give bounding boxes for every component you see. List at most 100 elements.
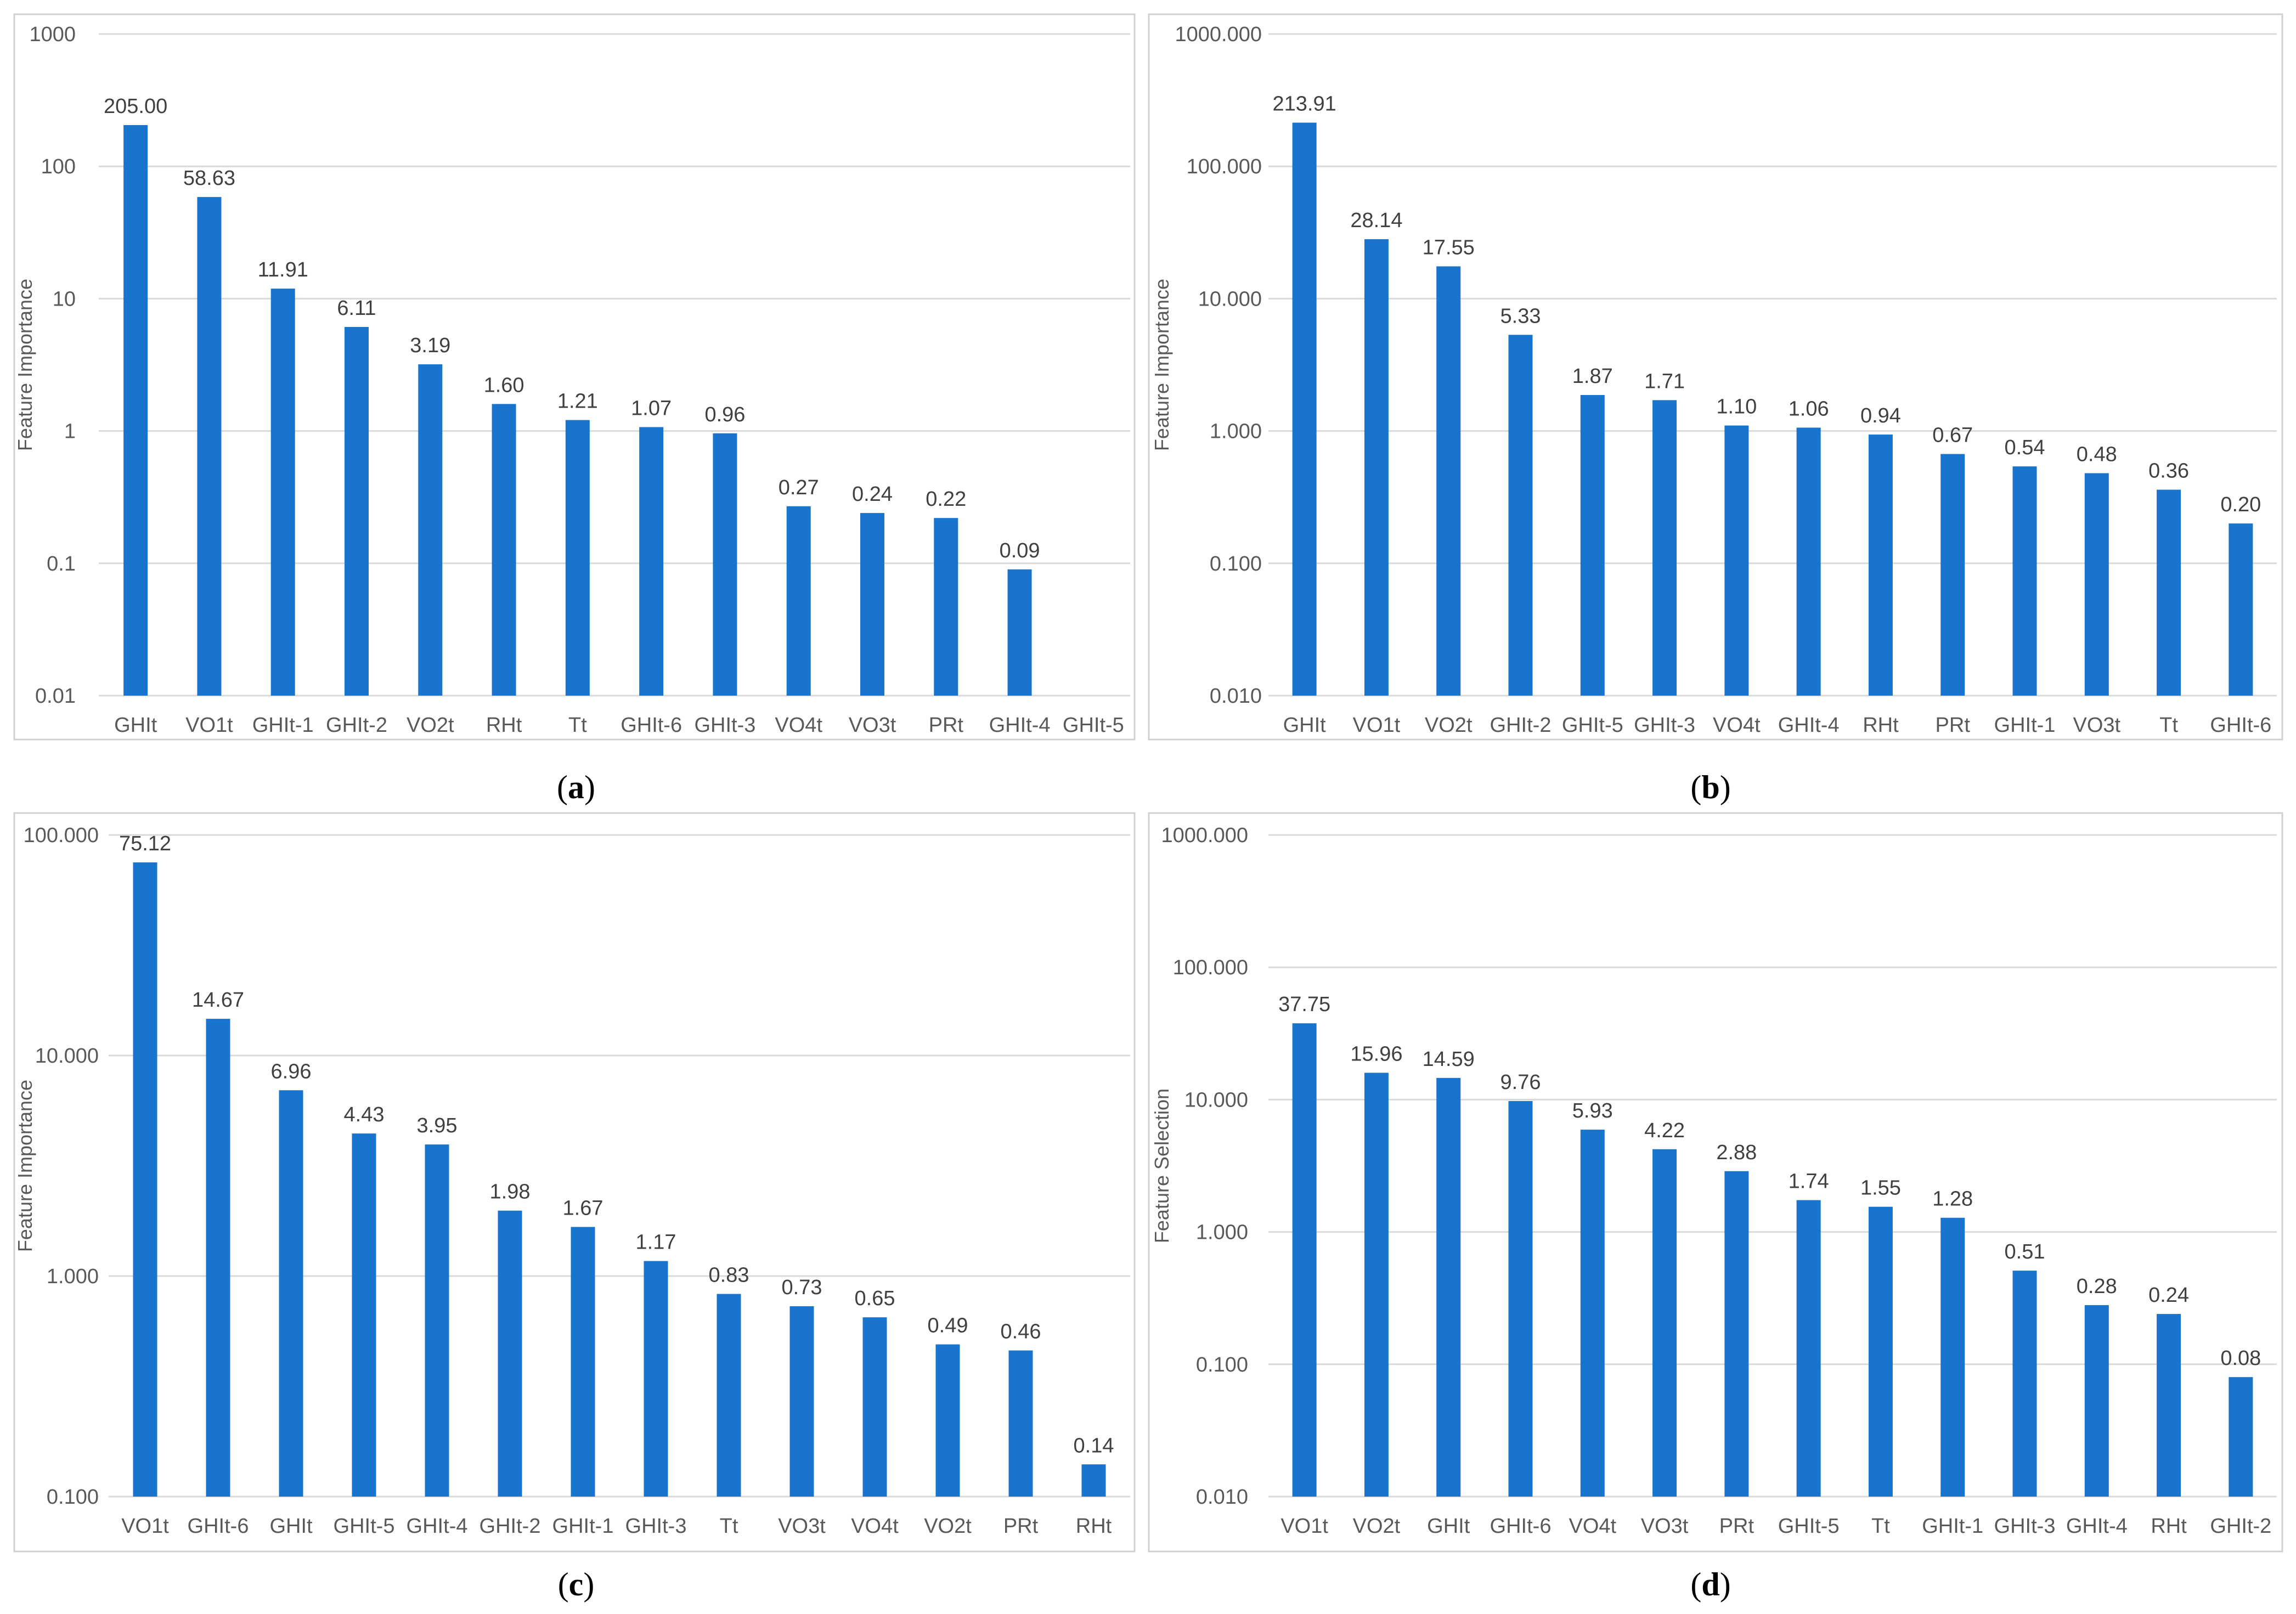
bar-GHIt-2 xyxy=(498,1210,522,1497)
data-label-Tt: 0.36 xyxy=(2148,460,2189,483)
data-label-RHt: 0.94 xyxy=(1860,404,1901,427)
bar-GHIt-6 xyxy=(1508,1101,1533,1497)
bar-VO3t xyxy=(2084,473,2109,696)
x-tick-label-VO4t: VO4t xyxy=(1569,1515,1616,1538)
bar-GHIt-6 xyxy=(639,427,664,696)
x-tick-label-GHIt-1: GHIt-1 xyxy=(252,714,314,737)
y-tick-label: 1000 xyxy=(29,23,76,46)
data-label-GHIt-3: 1.71 xyxy=(1644,370,1685,393)
x-tick-label-GHIt-2: GHIt-2 xyxy=(326,714,387,737)
panel-caption-a: (a) xyxy=(557,769,595,805)
bar-GHIt-2 xyxy=(1508,335,1533,696)
data-label-VO4t: 5.93 xyxy=(1572,1099,1613,1122)
bar-PRt xyxy=(1940,454,1965,696)
data-label-GHIt-1: 1.28 xyxy=(1932,1188,1973,1211)
data-label-GHIt-1: 1.67 xyxy=(563,1197,603,1220)
data-label-GHIt-6: 9.76 xyxy=(1500,1071,1541,1094)
data-label-GHIt-2: 0.08 xyxy=(2220,1347,2261,1370)
panel-frame-c xyxy=(13,812,1136,1553)
bar-GHIt-3 xyxy=(713,433,737,696)
y-tick-label: 0.010 xyxy=(1196,1486,1248,1509)
y-axis-title: Feature Importance xyxy=(14,279,36,451)
x-tick-label-GHIt-6: GHIt-6 xyxy=(2210,714,2271,737)
x-tick-label-GHIt-6: GHIt-6 xyxy=(620,714,682,737)
y-tick-label: 0.01 xyxy=(35,685,76,708)
data-label-GHIt-4: 3.95 xyxy=(417,1114,458,1137)
data-label-GHIt-1: 11.91 xyxy=(258,258,308,281)
bar-GHIt-3 xyxy=(644,1261,668,1497)
bar-GHIt-4 xyxy=(1007,569,1032,696)
bar-VO4t xyxy=(1580,1130,1605,1497)
y-tick-label: 0.1 xyxy=(47,552,76,575)
x-tick-label-GHIt-4: GHIt-4 xyxy=(2066,1515,2128,1538)
x-tick-label-Tt: Tt xyxy=(2159,714,2178,737)
bar-GHIt-4 xyxy=(2084,1305,2109,1497)
x-tick-label-GHIt-1: GHIt-1 xyxy=(552,1515,614,1538)
y-tick-label: 0.100 xyxy=(1210,552,1262,575)
panel-caption-c: (c) xyxy=(558,1566,595,1602)
x-tick-label-VO1t: VO1t xyxy=(1280,1515,1328,1538)
bar-GHIt xyxy=(1436,1077,1461,1497)
y-axis-title: Feature Selection xyxy=(1150,1088,1173,1243)
y-tick-label: 10 xyxy=(53,287,76,311)
data-label-VO3t: 0.48 xyxy=(2077,443,2117,466)
x-tick-label-GHIt-5: GHIt-5 xyxy=(1778,1515,1840,1538)
data-label-GHIt-2: 1.98 xyxy=(490,1181,531,1204)
data-label-VO3t: 0.24 xyxy=(852,483,893,506)
y-tick-label: 10.000 xyxy=(35,1045,99,1068)
bar-PRt xyxy=(934,518,958,696)
x-tick-label-PRt: PRt xyxy=(1719,1515,1755,1538)
data-label-GHIt: 14.59 xyxy=(1423,1048,1475,1071)
y-tick-label: 1000.000 xyxy=(1175,23,1262,46)
x-tick-label-GHIt-6: GHIt-6 xyxy=(188,1515,249,1538)
x-tick-label-GHIt-4: GHIt-4 xyxy=(1778,714,1840,737)
y-tick-label: 0.100 xyxy=(1196,1353,1248,1376)
x-tick-label-VO3t: VO3t xyxy=(1641,1515,1689,1538)
y-tick-label: 100 xyxy=(41,155,76,178)
bar-VO4t xyxy=(862,1317,887,1497)
data-label-GHIt: 213.91 xyxy=(1273,93,1336,116)
panel-caption-d: (d) xyxy=(1690,1566,1730,1602)
x-tick-label-PRt: PRt xyxy=(1003,1515,1039,1538)
bar-GHIt xyxy=(1292,122,1317,696)
bar-GHIt xyxy=(279,1090,303,1497)
bar-GHIt-3 xyxy=(2012,1271,2037,1497)
chart-panel-b: 0.010 0.100 1.000 10.000 100.000 1000.000 Feat… xyxy=(1148,13,2283,805)
y-tick-label: 1 xyxy=(64,420,76,443)
bar-VO2t xyxy=(1436,266,1461,696)
x-tick-label-VO2t: VO2t xyxy=(1353,1515,1401,1538)
y-tick-label: 100.000 xyxy=(24,824,99,847)
x-tick-label-Tt: Tt xyxy=(1871,1515,1890,1538)
data-label-PRt: 0.67 xyxy=(1932,424,1973,447)
x-tick-label-GHIt-3: GHIt-3 xyxy=(1994,1515,2056,1538)
data-label-Tt: 1.55 xyxy=(1860,1177,1901,1200)
bar-GHIt xyxy=(123,125,148,696)
data-label-GHIt-5: 1.87 xyxy=(1572,365,1613,388)
x-tick-label-GHIt-4: GHIt-4 xyxy=(407,1515,468,1538)
bar-PRt xyxy=(1724,1171,1749,1497)
data-label-VO3t: 0.73 xyxy=(782,1276,822,1299)
data-label-Tt: 1.21 xyxy=(557,390,598,413)
bar-RHt xyxy=(2157,1314,2181,1497)
x-tick-label-GHIt-1: GHIt-1 xyxy=(1922,1515,1983,1538)
x-tick-label-GHIt-2: GHIt-2 xyxy=(2210,1515,2271,1538)
data-label-GHIt-5: 4.43 xyxy=(344,1103,385,1126)
x-tick-label-Tt: Tt xyxy=(568,714,587,737)
y-tick-label: 10.000 xyxy=(1184,1088,1248,1111)
data-label-VO4t: 1.10 xyxy=(1716,396,1757,419)
panel-frame-a xyxy=(13,13,1136,741)
data-label-VO1t: 28.14 xyxy=(1350,209,1402,232)
x-tick-label-VO2t: VO2t xyxy=(407,714,454,737)
y-tick-label: 10.000 xyxy=(1198,287,1262,311)
y-axis-title: Feature Importance xyxy=(14,1080,36,1252)
data-label-GHIt-3: 1.17 xyxy=(636,1231,676,1254)
x-tick-label-VO4t: VO4t xyxy=(851,1515,899,1538)
data-label-VO1t: 75.12 xyxy=(119,832,171,855)
bar-GHIt-1 xyxy=(2012,466,2037,696)
bar-GHIt-1 xyxy=(270,289,295,696)
x-tick-label-RHt: RHt xyxy=(1076,1515,1112,1538)
bar-VO4t xyxy=(1724,425,1749,696)
data-label-GHIt-5: 1.74 xyxy=(1789,1170,1829,1193)
y-tick-label: 0.100 xyxy=(47,1486,99,1509)
bar-GHIt-5 xyxy=(1796,1200,1821,1497)
